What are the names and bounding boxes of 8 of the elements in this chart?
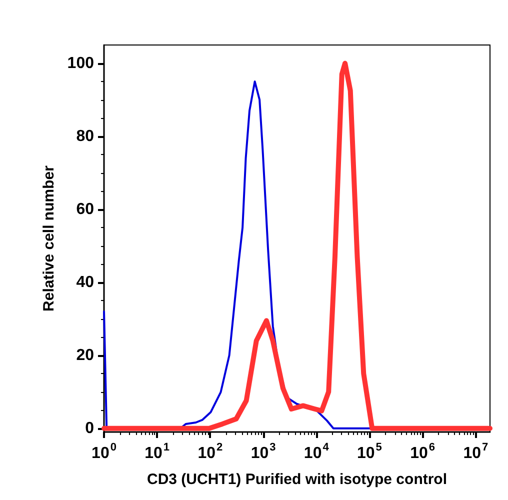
y-axis-title: Relative cell number <box>40 165 58 312</box>
y-tick-label: 0 <box>85 420 94 437</box>
y-tick-label: 60 <box>76 200 94 218</box>
y-tick-label: 80 <box>76 128 94 145</box>
y-tick-label: 20 <box>76 346 94 364</box>
x-axis-title: CD3 (UCHT1) Purified with isotype control <box>146 471 448 488</box>
y-tick-label: 100 <box>67 54 94 72</box>
y-tick-label: 40 <box>76 274 94 291</box>
